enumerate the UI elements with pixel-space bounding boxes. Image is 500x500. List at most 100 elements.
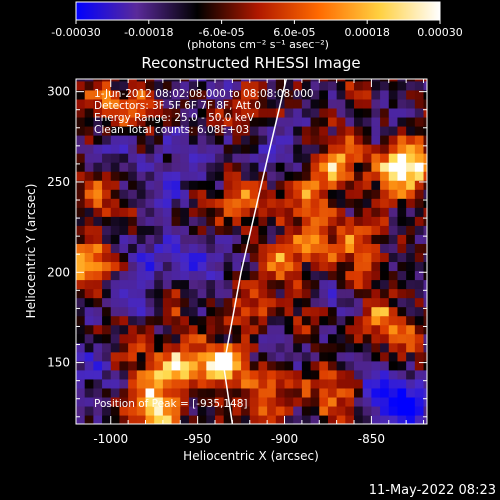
heatmap-cell xyxy=(241,153,251,163)
heatmap-cell xyxy=(128,171,138,181)
heatmap-cell xyxy=(102,125,112,136)
heatmap-cell xyxy=(76,405,86,416)
heatmap-cell xyxy=(136,360,147,371)
heatmap-cell xyxy=(301,324,312,335)
heatmap-cell xyxy=(154,116,164,127)
heatmap-cell xyxy=(102,134,112,145)
heatmap-cell xyxy=(180,144,190,154)
heatmap-cell xyxy=(128,378,138,389)
heatmap-cell xyxy=(128,98,138,109)
heatmap-cell xyxy=(110,125,121,136)
heatmap-cell xyxy=(93,369,103,380)
heatmap-cell xyxy=(171,80,181,91)
heatmap-cell xyxy=(258,342,268,353)
heatmap-cell xyxy=(275,297,286,308)
heatmap-cell xyxy=(180,116,190,127)
heatmap-cell xyxy=(267,243,277,254)
heatmap-cell xyxy=(275,369,286,380)
heatmap-cell xyxy=(241,288,251,299)
heatmap-cell xyxy=(241,243,251,254)
heatmap-cell xyxy=(388,261,399,272)
heatmap-cell xyxy=(258,306,268,317)
heatmap-cell xyxy=(128,134,138,145)
heatmap-cell xyxy=(119,79,129,82)
heatmap-cell xyxy=(223,342,233,353)
peak-position-label: Position of Peak = [-935,148] xyxy=(94,398,248,410)
heatmap-cell xyxy=(102,153,112,163)
heatmap-cell xyxy=(301,189,312,199)
heatmap-cell xyxy=(336,405,346,416)
heatmap-cell xyxy=(84,261,94,272)
heatmap-cell xyxy=(145,79,155,82)
heatmap-cell xyxy=(267,342,277,353)
x-tick-label: -900 xyxy=(271,432,298,446)
heatmap-cell xyxy=(414,144,425,154)
heatmap-cell xyxy=(327,288,338,299)
heatmap-cell xyxy=(336,125,346,136)
heatmap-cell xyxy=(223,189,233,199)
heatmap-cell xyxy=(128,414,138,424)
heatmap-cell xyxy=(397,198,407,208)
heatmap-cell xyxy=(119,315,129,326)
heatmap-cell xyxy=(397,153,407,163)
heatmap-cell xyxy=(232,225,242,235)
heatmap-cell xyxy=(327,252,338,263)
heatmap-cell xyxy=(310,288,320,299)
heatmap-cell xyxy=(414,162,425,172)
heatmap-cell xyxy=(301,351,312,362)
heatmap-cell xyxy=(406,243,416,254)
heatmap-cell xyxy=(110,333,121,344)
heatmap-cell xyxy=(310,107,320,118)
heatmap-cell xyxy=(284,125,294,136)
heatmap-cell xyxy=(136,171,147,181)
heatmap-cell xyxy=(293,414,303,424)
heatmap-cell xyxy=(258,378,268,389)
heatmap-cell xyxy=(180,80,190,91)
heatmap-cell xyxy=(162,162,173,172)
heatmap-cell xyxy=(136,125,147,136)
heatmap-cell xyxy=(197,79,207,82)
x-tick-label: -850 xyxy=(358,432,385,446)
heatmap-cell xyxy=(180,216,190,226)
heatmap-cell xyxy=(327,225,338,235)
heatmap-cell xyxy=(119,225,129,235)
heatmap-cell xyxy=(362,279,372,290)
heatmap-cell xyxy=(110,234,121,244)
heatmap-cell xyxy=(119,342,129,353)
heatmap-cell xyxy=(223,405,233,416)
heatmap-cell xyxy=(197,189,207,199)
heatmap-cell xyxy=(171,216,181,226)
heatmap-cell xyxy=(397,405,407,416)
heatmap-cell xyxy=(406,315,416,326)
heatmap-cell xyxy=(414,198,425,208)
heatmap-cell xyxy=(180,225,190,235)
heatmap-cell xyxy=(249,225,260,235)
heatmap-cell xyxy=(284,297,294,308)
heatmap-cell xyxy=(223,207,233,217)
heatmap-cell xyxy=(301,315,312,326)
heatmap-cell xyxy=(136,378,147,389)
heatmap-cell xyxy=(267,360,277,371)
heatmap-cell xyxy=(284,405,294,416)
heatmap-cell xyxy=(380,162,390,172)
heatmap-cell xyxy=(267,387,277,398)
heatmap-cell xyxy=(284,270,294,281)
heatmap-cell xyxy=(102,171,112,181)
heatmap-cell xyxy=(249,279,260,290)
heatmap-cell xyxy=(110,216,121,226)
heatmap-cell xyxy=(110,189,121,199)
heatmap-cell xyxy=(362,288,372,299)
heatmap-cell xyxy=(232,279,242,290)
heatmap-cell xyxy=(180,315,190,326)
heatmap-cell xyxy=(327,80,338,91)
heatmap-cell xyxy=(93,360,103,371)
heatmap-cell xyxy=(310,297,320,308)
heatmap-cell xyxy=(188,98,199,109)
heatmap-cell xyxy=(84,378,94,389)
heatmap-cell xyxy=(345,387,355,398)
heatmap-cell xyxy=(301,180,312,190)
heatmap-cell xyxy=(110,198,121,208)
heatmap-cell xyxy=(301,207,312,217)
heatmap-cell xyxy=(128,252,138,263)
